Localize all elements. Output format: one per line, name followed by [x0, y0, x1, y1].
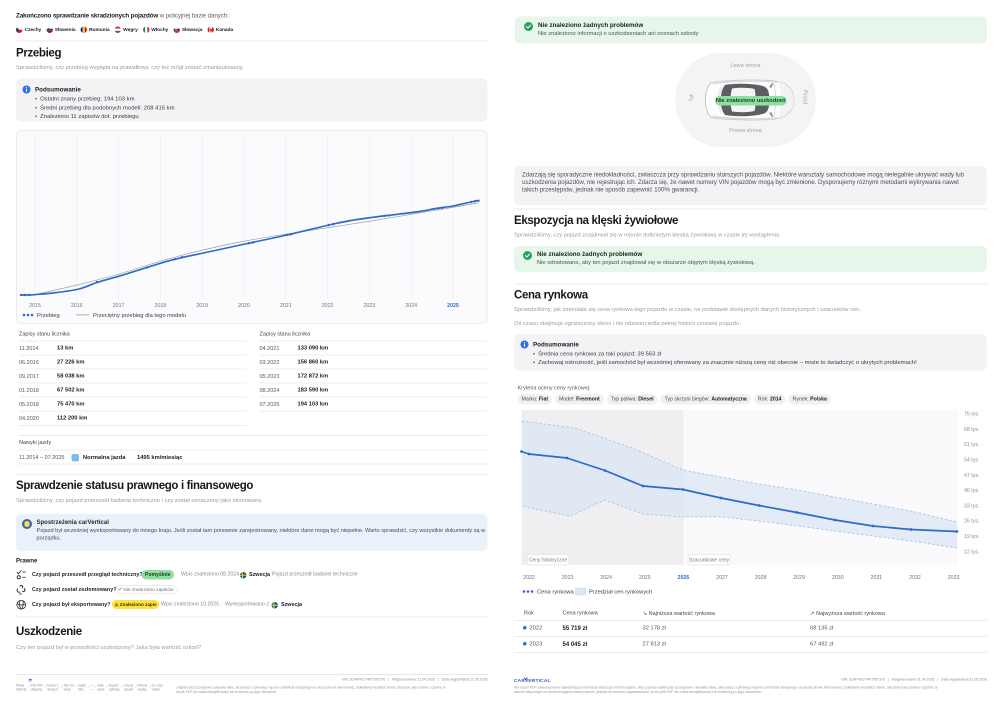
- svg-text:2027: 2027: [716, 575, 728, 581]
- svg-text:40 tys.: 40 tys.: [964, 488, 979, 494]
- svg-text:2023: 2023: [364, 303, 376, 309]
- svg-text:2025: 2025: [639, 575, 651, 581]
- svg-text:33 tys.: 33 tys.: [964, 503, 979, 509]
- svg-text:2029: 2029: [793, 575, 805, 581]
- svg-text:2026: 2026: [678, 575, 690, 581]
- svg-text:26 tys.: 26 tys.: [964, 519, 979, 525]
- svg-text:47 tys.: 47 tys.: [964, 473, 979, 479]
- svg-text:Przeciętny przebieg dla tego m: Przeciętny przebieg dla tego modelu: [93, 313, 186, 319]
- svg-text:2017: 2017: [113, 303, 125, 309]
- svg-text:Cena rynkowa: Cena rynkowa: [537, 590, 575, 596]
- svg-text:2033: 2033: [948, 575, 960, 581]
- svg-text:2028: 2028: [755, 575, 767, 581]
- svg-text:2019: 2019: [196, 303, 208, 309]
- svg-text:Przebieg: Przebieg: [37, 313, 60, 319]
- svg-text:2025: 2025: [447, 303, 459, 309]
- svg-text:2015: 2015: [29, 303, 41, 309]
- svg-text:Szacunkowe ceny: Szacunkowe ceny: [689, 558, 730, 564]
- svg-text:Ceny historyczne: Ceny historyczne: [529, 558, 568, 564]
- svg-text:54 tys.: 54 tys.: [964, 457, 979, 463]
- svg-text:61 tys.: 61 tys.: [964, 442, 979, 448]
- svg-text:2022: 2022: [322, 303, 334, 309]
- svg-text:2031: 2031: [871, 575, 883, 581]
- svg-text:2023: 2023: [562, 575, 574, 581]
- svg-text:2022: 2022: [523, 575, 535, 581]
- svg-text:2032: 2032: [909, 575, 921, 581]
- svg-text:2024: 2024: [600, 575, 612, 581]
- svg-text:2021: 2021: [280, 303, 292, 309]
- svg-text:2020: 2020: [238, 303, 250, 309]
- svg-text:2016: 2016: [71, 303, 83, 309]
- svg-text:Przedział cen rynkowych: Przedział cen rynkowych: [589, 590, 652, 596]
- svg-text:12 tys.: 12 tys.: [964, 549, 979, 555]
- svg-text:2018: 2018: [155, 303, 167, 309]
- svg-text:19 tys.: 19 tys.: [964, 534, 979, 540]
- svg-text:68 tys.: 68 tys.: [964, 427, 979, 433]
- svg-text:75 tys.: 75 tys.: [964, 412, 979, 418]
- svg-text:2030: 2030: [832, 575, 844, 581]
- svg-text:2024: 2024: [405, 303, 417, 309]
